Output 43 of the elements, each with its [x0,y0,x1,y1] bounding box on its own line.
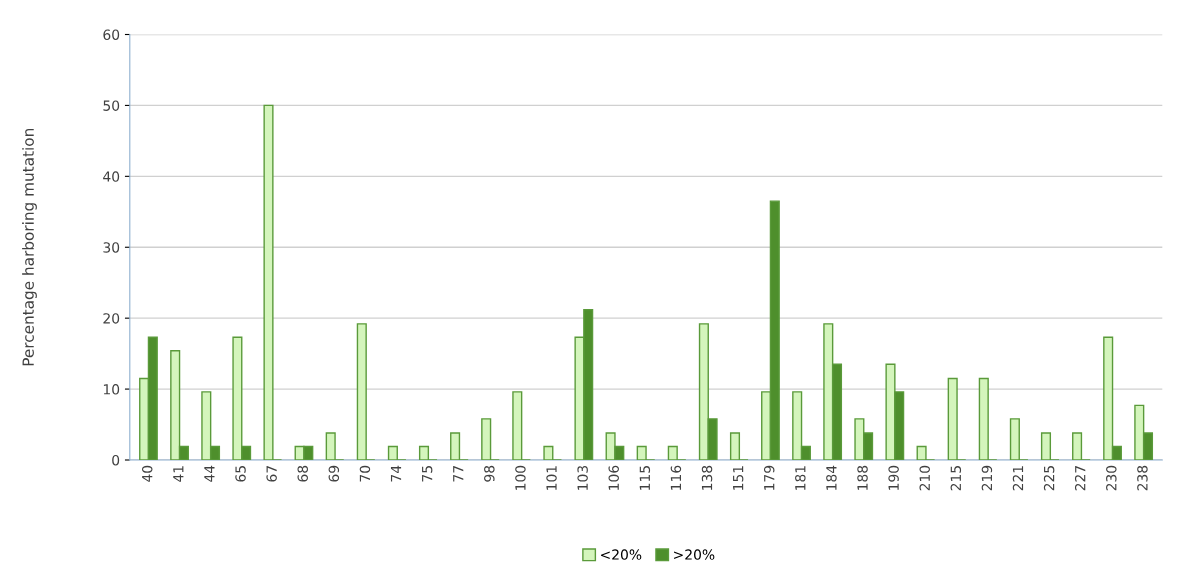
x-tick-label: 227 [1074,466,1086,491]
x-tick-label: 184 [826,465,837,490]
x-tick-label: 101 [546,466,557,490]
x-tick-label: 40 [141,465,153,482]
y-tick-label: 30 [103,242,120,253]
x-tick-label: 188 [857,465,868,490]
x-tick-label: 44 [204,465,215,482]
x-tick-label: 238 [1137,465,1148,491]
x-tick-label: 98 [484,465,495,482]
legend-label: <20% [601,549,642,560]
x-tick-label: 41 [173,466,184,482]
x-tick-label: 74 [390,465,402,482]
y-axis-title: Percentage harboring mutation [22,129,37,366]
y-tick-label: 60 [103,29,120,40]
x-tick-label: 103 [577,465,588,490]
x-tick-label: 69 [328,465,340,482]
x-tick-label: 65 [235,466,246,482]
x-tick-label: 221 [1012,466,1024,491]
x-tick-label: 70 [359,465,371,482]
y-tick-label: 50 [103,100,120,111]
x-tick-label: 77 [453,466,464,482]
x-tick-label: 67 [266,466,277,482]
y-tick-label: 20 [103,313,120,324]
x-tick-label: 115 [639,466,651,490]
y-tick-label: 10 [103,384,120,395]
legend-label: >20% [674,549,715,560]
x-tick-label: 230 [1106,465,1117,491]
y-tick-label: 40 [103,171,120,182]
x-tick-label: 181 [795,466,806,490]
x-tick-label: 215 [950,466,962,491]
x-tick-label: 68 [297,465,308,482]
x-tick-label: 210 [919,465,930,491]
x-tick-label: 75 [422,466,433,482]
x-tick-label: 179 [763,465,775,490]
x-tick-label: 116 [670,465,682,490]
x-tick-label: 106 [608,465,619,490]
x-tick-label: 219 [981,465,993,491]
x-tick-label: 190 [888,465,899,490]
x-tick-label: 138 [701,465,713,490]
x-tick-label: 225 [1043,466,1055,491]
x-tick-label: 151 [733,466,744,490]
x-tick-label: 100 [515,465,526,490]
y-tick-label: 0 [112,454,120,466]
